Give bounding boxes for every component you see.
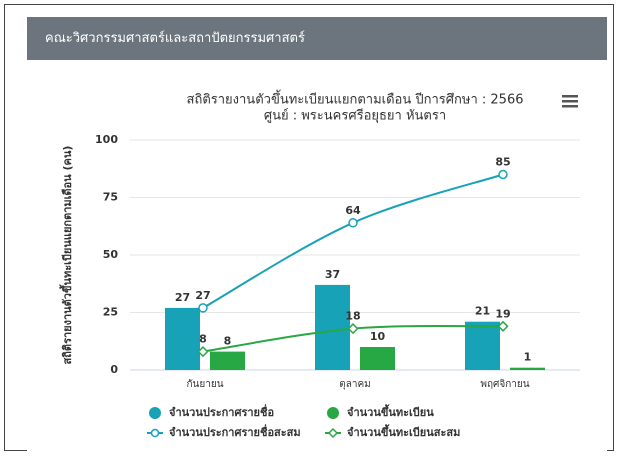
- card: [27, 17, 607, 457]
- data-label: 85: [495, 156, 510, 169]
- y-tick-label: 100: [95, 133, 118, 146]
- data-label: 1: [524, 351, 532, 364]
- marker: [498, 169, 508, 180]
- data-label: 10: [370, 330, 386, 343]
- data-label: 8: [224, 335, 232, 348]
- menu-icon[interactable]: [562, 95, 578, 108]
- chart-title: สถิติรายงานตัวขึ้นทะเบียนแยกตามเดือน ปีก…: [187, 90, 524, 108]
- marker: [198, 303, 208, 313]
- x-tick-label: พฤศจิกายน: [480, 379, 529, 390]
- marker: [348, 218, 358, 228]
- legend-label: จำนวนประกาศรายชื่อ: [169, 404, 274, 419]
- data-label: 21: [475, 305, 490, 318]
- data-label: 37: [325, 268, 340, 281]
- marker: [347, 323, 359, 335]
- line: [202, 173, 504, 309]
- bar: [465, 321, 500, 370]
- marker: [497, 320, 509, 332]
- bar: [165, 307, 200, 370]
- chart-subtitle: ศูนย์ : พระนครศรีอยุธยา หันตรา: [264, 108, 446, 124]
- legend-label: จำนวนขึ้นทะเบียนสะสม: [347, 424, 460, 439]
- legend-symbol: [149, 407, 161, 419]
- y-tick-label: 0: [110, 363, 118, 376]
- bar: [510, 367, 545, 370]
- y-tick-label: 75: [103, 191, 118, 204]
- card-header: คณะวิศวกรรมศาสตร์และสถาปัตยกรรมศาสตร์: [27, 17, 607, 60]
- data-label: 64: [345, 204, 361, 217]
- legend-symbol: [327, 427, 339, 439]
- marker: [197, 346, 209, 358]
- legend-symbol: [150, 428, 160, 438]
- y-axis-label: สถิติรายงานตัวขึ้นทะเบียนแยกตามเดือน (คน…: [59, 146, 74, 365]
- legend-label: จำนวนประกาศรายชื่อสะสม: [169, 424, 301, 439]
- data-label: 27: [195, 289, 210, 302]
- x-tick-label: ตุลาคม: [339, 379, 371, 390]
- bar: [360, 347, 395, 370]
- bar: [315, 284, 350, 370]
- data-label: 19: [495, 307, 510, 320]
- data-label: 18: [345, 310, 360, 323]
- data-label: 8: [199, 333, 207, 346]
- legend-symbol: [327, 407, 339, 419]
- bar: [210, 351, 245, 370]
- x-tick-label: กันยายน: [186, 379, 223, 390]
- legend-label: จำนวนขึ้นทะเบียน: [347, 404, 434, 419]
- y-tick-label: 50: [103, 248, 119, 261]
- y-tick-label: 25: [103, 306, 118, 319]
- data-label: 27: [175, 291, 190, 304]
